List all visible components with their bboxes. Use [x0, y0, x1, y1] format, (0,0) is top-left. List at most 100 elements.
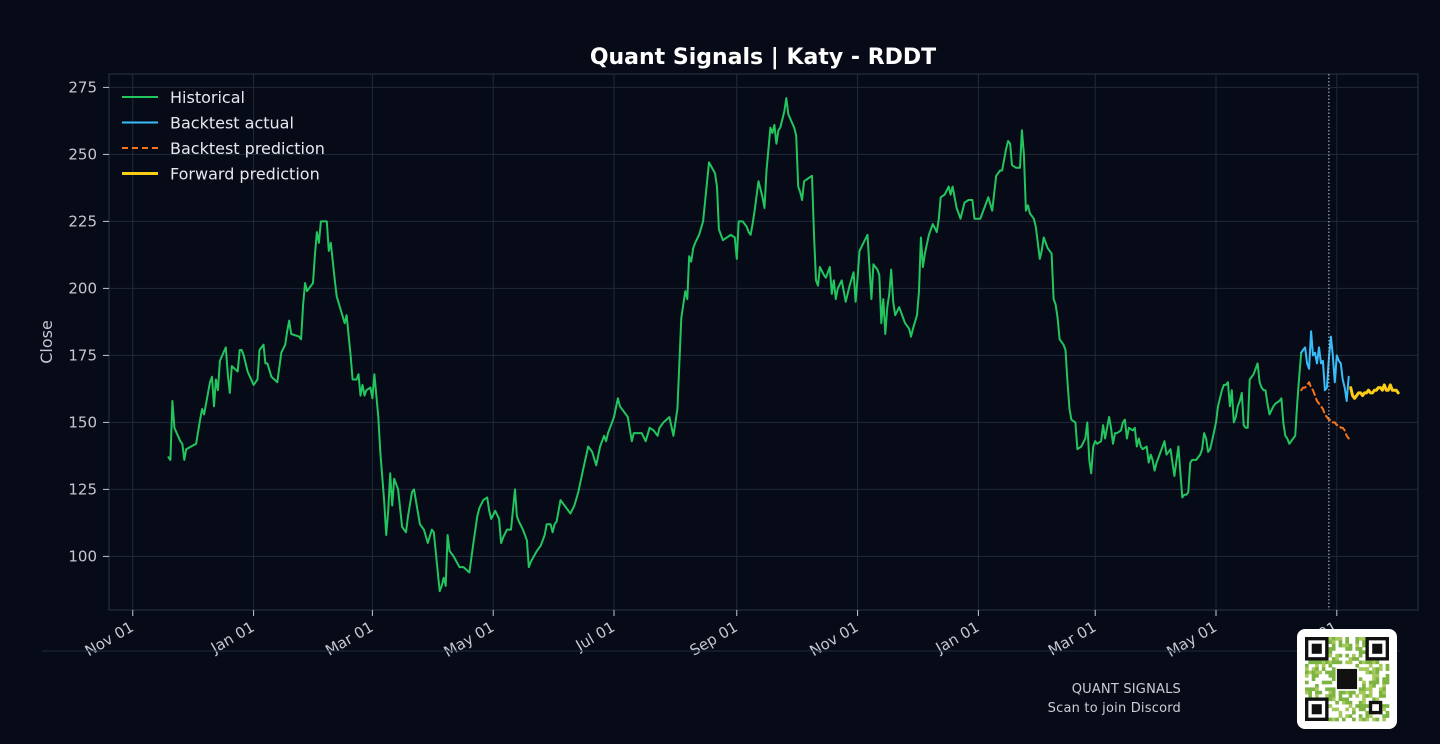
- qr-module: [1382, 684, 1386, 688]
- qr-module: [1305, 663, 1309, 668]
- qr-module: [1372, 667, 1376, 671]
- qr-module: [1355, 637, 1360, 641]
- qr-module: [1335, 657, 1339, 661]
- qr-module: [1375, 673, 1380, 678]
- y-tick-label: 125: [68, 480, 97, 498]
- qr-alignment-inner: [1372, 704, 1379, 711]
- qr-module: [1328, 694, 1333, 698]
- qr-module: [1331, 694, 1336, 698]
- qr-module: [1311, 670, 1316, 675]
- qr-module: [1345, 637, 1349, 641]
- qr-module: [1372, 680, 1376, 685]
- x-tick-label: Sep 01: [687, 618, 741, 660]
- qr-module: [1328, 647, 1333, 651]
- qr-module: [1305, 690, 1309, 695]
- qr-module: [1305, 687, 1309, 692]
- qr-module: [1355, 663, 1360, 668]
- x-tick-label: May 01: [1163, 618, 1220, 661]
- y-tick-label: 225: [68, 212, 97, 230]
- qr-module: [1362, 637, 1366, 641]
- qr-module: [1311, 677, 1316, 681]
- qr-module: [1368, 714, 1373, 718]
- qr-module: [1311, 673, 1316, 678]
- qr-module: [1378, 690, 1383, 695]
- qr-module: [1382, 677, 1386, 681]
- qr-module: [1331, 667, 1336, 671]
- qr-module: [1382, 704, 1386, 708]
- qr-module: [1325, 670, 1329, 675]
- qr-module: [1348, 700, 1353, 705]
- qr-module: [1345, 653, 1349, 658]
- qr-module: [1321, 667, 1326, 671]
- qr-module: [1368, 690, 1373, 695]
- qr-module: [1308, 690, 1313, 695]
- qr-module: [1331, 657, 1336, 661]
- y-tick-label: 200: [68, 279, 97, 297]
- qr-module: [1365, 694, 1370, 698]
- qr-module: [1328, 650, 1333, 655]
- qr-module: [1345, 690, 1349, 695]
- legend-label: Forward prediction: [170, 165, 320, 184]
- qr-module: [1368, 694, 1373, 698]
- qr-module: [1311, 660, 1316, 665]
- qr-module: [1362, 650, 1366, 655]
- qr-module: [1372, 684, 1376, 688]
- qr-module: [1345, 707, 1349, 712]
- qr-module: [1368, 687, 1373, 692]
- qr-module: [1315, 670, 1319, 675]
- qr-module: [1358, 707, 1363, 712]
- qr-module: [1368, 670, 1373, 675]
- qr-module: [1365, 710, 1370, 715]
- qr-module: [1308, 687, 1313, 692]
- qr-module: [1338, 660, 1343, 665]
- plot-frame: [108, 73, 1419, 611]
- qr-module: [1341, 690, 1346, 695]
- qr-module: [1385, 673, 1390, 678]
- qr-module: [1358, 653, 1363, 658]
- qr-module: [1358, 650, 1363, 655]
- qr-module: [1382, 694, 1386, 698]
- qr-module: [1382, 690, 1386, 695]
- legend-label: Backtest prediction: [170, 139, 325, 158]
- qr-module: [1335, 653, 1339, 658]
- qr-module: [1341, 717, 1346, 722]
- qr-module: [1315, 694, 1319, 698]
- y-axis-label: Close: [37, 320, 56, 364]
- qr-module: [1305, 673, 1309, 678]
- qr-module: [1375, 667, 1380, 671]
- qr-module: [1338, 697, 1343, 702]
- x-tick-label: Mar 01: [322, 618, 376, 660]
- qr-module: [1358, 660, 1363, 665]
- qr-module: [1328, 670, 1333, 675]
- qr-module: [1365, 714, 1370, 718]
- qr-module: [1335, 707, 1339, 712]
- qr-module: [1355, 647, 1360, 651]
- qr-module: [1368, 660, 1373, 665]
- qr-module: [1365, 717, 1370, 722]
- brand-label: QUANT SIGNALS: [1071, 682, 1181, 697]
- qr-module: [1345, 700, 1349, 705]
- qr-module: [1331, 690, 1336, 695]
- qr-module: [1348, 704, 1353, 708]
- qr-module: [1341, 643, 1346, 648]
- qr-module: [1358, 700, 1363, 705]
- qr-module: [1345, 643, 1349, 648]
- qr-module: [1345, 640, 1349, 645]
- series-group: [167, 97, 1400, 593]
- qr-module: [1328, 680, 1333, 685]
- x-tick-label: Jul 01: [572, 618, 618, 655]
- y-tick-label: 275: [68, 78, 97, 96]
- qr-module: [1325, 687, 1329, 692]
- qr-module: [1352, 717, 1356, 722]
- qr-module: [1345, 697, 1349, 702]
- qr-module: [1328, 697, 1333, 702]
- qr-module: [1315, 687, 1319, 692]
- qr-module: [1368, 663, 1373, 668]
- discord-qr-code[interactable]: [1297, 629, 1397, 729]
- qr-module: [1315, 667, 1319, 671]
- legend: Historical Backtest actual Backtest predic…: [122, 88, 325, 184]
- qr-module: [1358, 637, 1363, 641]
- series-line-backtest-prediction: [1300, 381, 1350, 440]
- qr-module: [1328, 704, 1333, 708]
- qr-module: [1331, 660, 1336, 665]
